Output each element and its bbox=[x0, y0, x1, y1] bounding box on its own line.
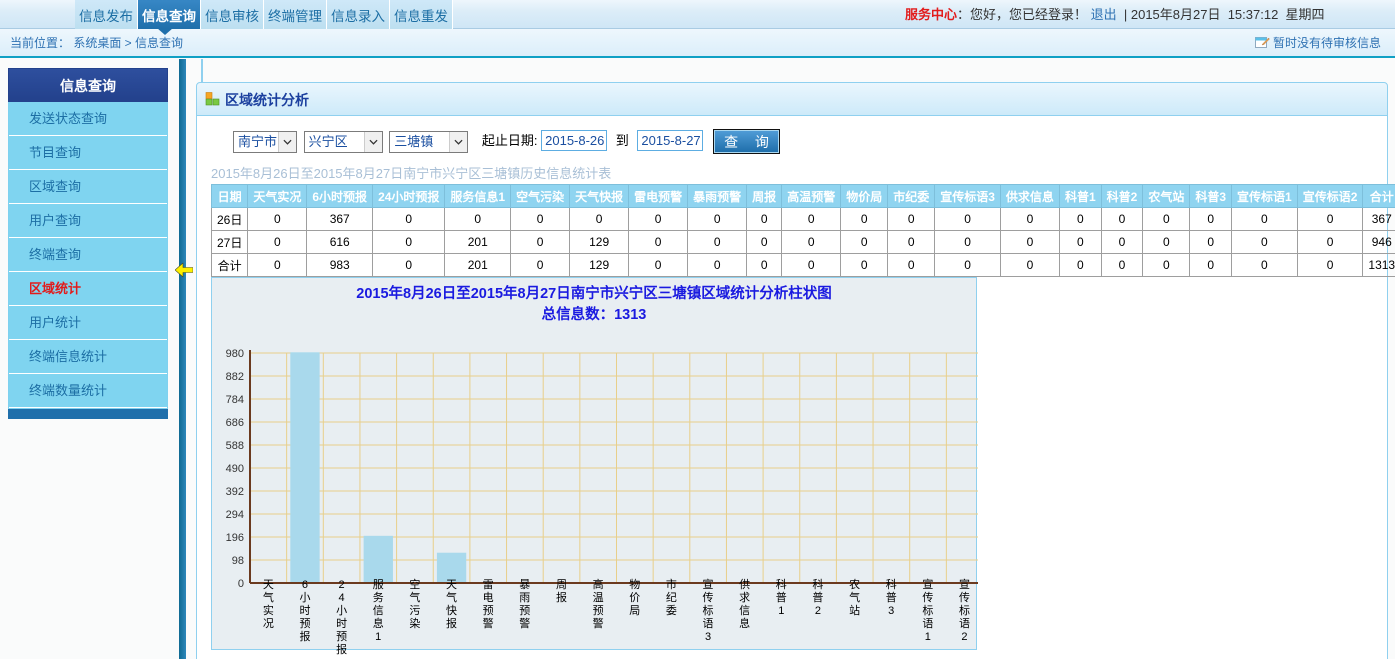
svg-text:392: 392 bbox=[226, 486, 244, 498]
svg-text:686: 686 bbox=[226, 417, 244, 429]
svg-text:784: 784 bbox=[226, 394, 244, 406]
svg-text:0: 0 bbox=[238, 578, 244, 590]
svg-text:98: 98 bbox=[232, 555, 244, 567]
svg-text:294: 294 bbox=[226, 509, 244, 521]
svg-text:490: 490 bbox=[226, 463, 244, 475]
svg-text:588: 588 bbox=[226, 440, 244, 452]
svg-text:196: 196 bbox=[226, 532, 244, 544]
svg-text:980: 980 bbox=[226, 348, 244, 360]
svg-text:882: 882 bbox=[226, 371, 244, 383]
